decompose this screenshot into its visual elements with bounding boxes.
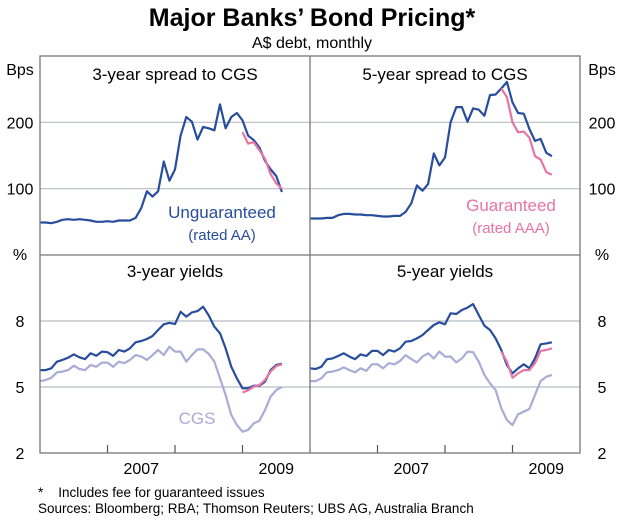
panel-title-5yr-yields: 5-year yields — [397, 262, 493, 281]
y-tick-label: 100 — [589, 182, 616, 199]
series-line-cgs — [39, 345, 283, 433]
series-line-unguaranteed — [309, 303, 553, 375]
sources: Sources: Bloomberg; RBA; Thomson Reuters… — [38, 501, 474, 516]
annotation-guaranteed: Guaranteed — [466, 196, 556, 215]
chart-subtitle: A$ debt, monthly — [252, 35, 372, 52]
panel-title-3yr-spread: 3-year spread to CGS — [92, 65, 257, 84]
y-tick-label: 5 — [16, 380, 25, 397]
annotation-unguaranteed: Unguaranteed — [168, 203, 276, 222]
y-tick-label: 2 — [598, 446, 607, 463]
footnote: * Includes fee for guaranteed issues — [38, 485, 265, 500]
annotation-rated-aa: (rated AA) — [188, 227, 256, 244]
panel-title-5yr-spread: 5-year spread to CGS — [362, 65, 527, 84]
y-unit-left-top: Bps — [6, 62, 34, 79]
series-line-guaranteed — [242, 363, 283, 394]
chart-title: Major Banks’ Bond Pricing* — [149, 4, 476, 32]
series-line-guaranteed — [241, 131, 283, 190]
y-tick-label: 5 — [598, 380, 607, 397]
series-line-guaranteed — [500, 347, 553, 379]
x-tick-label: 2007 — [393, 461, 429, 478]
series-line-cgs — [310, 350, 553, 427]
annotation-cgs: CGS — [179, 409, 216, 428]
y-tick-label: 8 — [16, 314, 25, 331]
y-tick-label: 200 — [7, 115, 34, 132]
y-unit-left-bottom: % — [13, 247, 27, 264]
series-line-guaranteed-rated-aaa — [500, 87, 553, 176]
y-unit-right-top: Bps — [588, 62, 616, 79]
x-tick-label: 2009 — [528, 461, 564, 478]
y-tick-label: 100 — [7, 182, 34, 199]
x-tick-label: 2009 — [258, 461, 294, 478]
y-unit-right-bottom: % — [595, 247, 609, 264]
panel-title-3yr-yields: 3-year yields — [127, 262, 223, 281]
y-tick-label: 200 — [589, 115, 616, 132]
x-tick-label: 2007 — [123, 461, 159, 478]
y-tick-label: 2 — [16, 446, 25, 463]
series-line-unguaranteed — [310, 80, 553, 220]
series-line-unguaranteed-rated-aa — [40, 103, 283, 225]
series-line-unguaranteed — [40, 305, 283, 390]
annotation-rated-aaa: (rated AAA) — [472, 220, 550, 237]
y-tick-label: 8 — [598, 314, 607, 331]
